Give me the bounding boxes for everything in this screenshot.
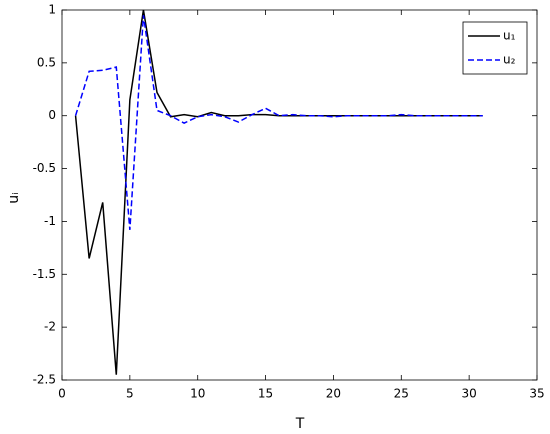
x-tick-label: 10 <box>190 387 205 401</box>
x-tick-label: 30 <box>462 387 477 401</box>
y-axis-label: uᵢ <box>6 192 22 203</box>
y-tick-label: 1 <box>48 3 56 17</box>
y-tick-label: -2 <box>44 320 56 334</box>
x-tick-label: 15 <box>258 387 273 401</box>
x-tick-label: 25 <box>394 387 409 401</box>
x-tick-label: 20 <box>326 387 341 401</box>
legend-label: u₁ <box>503 29 516 43</box>
line-series <box>74 15 483 230</box>
y-tick-label: -0.5 <box>33 161 56 175</box>
x-tick-label: 35 <box>529 387 544 401</box>
legend-box <box>462 21 528 75</box>
plot-frame <box>61 9 538 381</box>
legend-label: u₂ <box>503 53 516 67</box>
y-tick-label: 0.5 <box>37 55 56 69</box>
y-tick-label: -1 <box>44 214 56 228</box>
y-tick-label: -1.5 <box>33 267 56 281</box>
line-series <box>74 9 483 375</box>
y-tick-label: 0 <box>48 108 56 122</box>
x-tick-label: 0 <box>58 387 66 401</box>
x-axis-label: T <box>295 416 305 432</box>
y-tick-label: -2.5 <box>33 373 56 387</box>
x-tick-label: 5 <box>126 387 134 401</box>
